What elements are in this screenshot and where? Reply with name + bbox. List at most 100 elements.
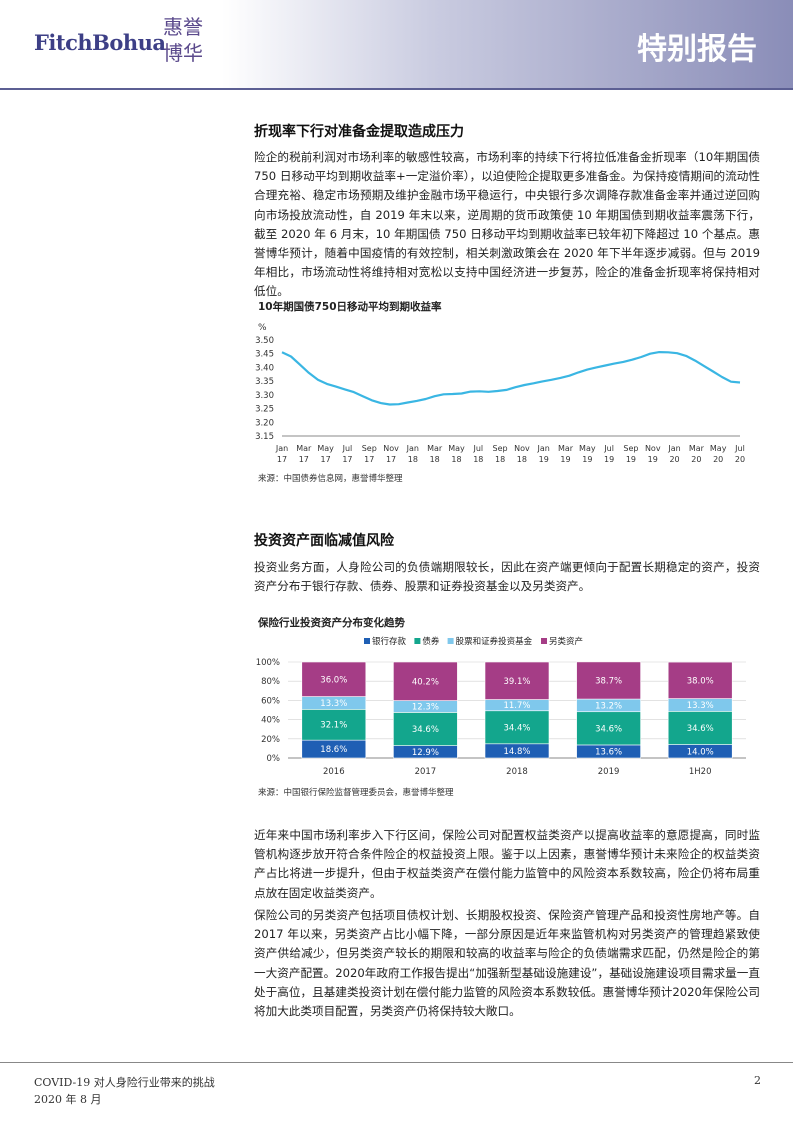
line-chart-x-tick-year: 18 [473,455,483,464]
bar-segment [301,661,367,697]
bar-data-label: 13.3% [320,699,347,709]
line-chart-x-tick-month: Jan [667,444,680,453]
line-chart-y-tick: 3.45 [255,350,274,360]
bar-data-label: 34.6% [412,725,439,735]
bar-data-label: 13.2% [595,701,622,711]
line-chart-x-tick-month: Mar [558,444,574,453]
bar-chart-y-tick: 0% [267,754,281,764]
line-chart-x-tick-year: 19 [560,455,570,464]
line-chart-x-tick-year: 18 [495,455,505,464]
line-chart-x-tick-year: 19 [648,455,658,464]
yield-line-chart: %3.503.453.403.353.303.253.203.15Jan17Ma… [255,323,745,464]
bar-legend-label: 另类资产 [549,636,583,647]
bar-segment [667,661,733,699]
line-chart-x-tick-year: 18 [451,455,461,464]
bar-segment [576,661,641,700]
line-chart-x-tick-year: 18 [517,455,527,464]
line-chart-y-tick: 3.40 [255,363,274,373]
bar-data-label: 38.0% [687,676,714,686]
line-chart-x-tick-month: May [448,444,465,453]
line-chart-x-tick-year: 20 [735,455,745,464]
bar-data-label: 14.8% [503,747,530,757]
bar-segment [301,709,367,741]
figure1-source: 来源：中国债券信息网，惠誉博华整理 [258,474,403,484]
bar-data-label: 18.6% [320,745,347,755]
header-divider [0,88,793,90]
bar-legend-label: 银行存款 [372,636,407,647]
line-chart-x-tick-year: 19 [582,455,592,464]
bar-legend-swatch [541,638,547,644]
line-chart-x-tick-month: Jan [406,444,419,453]
line-chart-series-line [281,350,741,406]
line-chart-x-tick-year: 17 [342,455,352,464]
line-chart-x-tick-month: Mar [296,444,312,453]
line-chart-x-tick-month: May [710,444,727,453]
line-chart-x-tick-month: Jul [734,444,745,453]
asset-allocation-bar-chart: 银行存款 债券 股票和证券投资基金 另类资产 100% 80% 60% 40% 20% 0% 18.… [256,636,746,777]
line-chart-x-tick-month: Sep [493,444,508,453]
bar-chart-y-tick: 40% [261,716,280,726]
line-chart-x-tick-year: 19 [626,455,636,464]
line-chart-x-tick-year: 19 [604,455,614,464]
line-chart-x-tick-month: Jan [537,444,550,453]
logo-cjk-mark: 惠誉博华 [163,15,203,65]
bar-chart-x-tick: 2017 [415,767,437,777]
figure1-caption: 10年期国债750日移动平均到期收益率 [258,301,442,313]
line-chart-x-tick-month: Jul [472,444,483,453]
line-chart-x-tick-month: Jul [342,444,353,453]
line-chart-x-tick-year: 17 [299,455,309,464]
line-chart-y-tick: 3.25 [255,405,274,415]
bar-data-label: 32.1% [320,721,347,731]
line-chart-x-tick-month: Nov [645,444,661,453]
bar-data-label: 12.9% [412,748,439,758]
bar-data-label: 14.0% [687,747,714,757]
logo-wordmark: FitchBohua [34,30,166,55]
report-type-title: 特别报告 [637,32,757,67]
line-chart-y-unit: % [258,323,267,333]
line-chart-x-tick-year: 17 [364,455,374,464]
page-header: FitchBohua 惠誉博华 特别报告 [0,0,793,88]
section-heading-discount-rate: 折现率下行对准备金提取造成压力 [254,124,464,140]
line-chart-x-tick-year: 17 [277,455,287,464]
bar-data-label: 34.6% [687,724,714,734]
line-chart-x-tick-month: Sep [362,444,377,453]
line-chart-x-tick-year: 20 [691,455,701,464]
bar-data-label: 34.6% [595,724,622,734]
line-chart-x-tick-month: Mar [689,444,705,453]
section-heading-investment: 投资资产面临减值风险 [254,533,394,549]
section-paragraph-discount-rate: 险企的税前利润对市场利率的敏感性较高，市场利率的持续下行将拉低准备金折现率（10… [254,150,760,299]
line-chart-x-tick-month: Nov [514,444,530,453]
footer-date: 2020 年 8 月 [34,1093,102,1106]
paragraph-alternative-assets: 保险公司的另类资产包括项目债权计划、长期股权投资、保险资产管理产品和投资性房地产… [254,908,760,1019]
line-chart-y-tick: 3.50 [255,336,274,346]
line-chart-x-tick-year: 19 [539,455,549,464]
line-chart-x-tick-year: 18 [408,455,418,464]
line-chart-x-tick-year: 17 [386,455,396,464]
bar-chart-y-tick: 80% [261,677,280,687]
line-chart-x-tick-month: Sep [623,444,638,453]
bar-data-label: 13.6% [595,747,622,757]
page-number: 2 [754,1074,761,1087]
line-chart-x-tick-month: Jan [275,444,288,453]
bar-data-label: 40.2% [412,677,439,687]
line-chart-y-tick: 3.20 [255,418,274,428]
line-chart-x-tick-month: Nov [383,444,399,453]
bar-segment [393,712,458,746]
bar-data-label: 11.7% [503,701,530,711]
line-chart-x-tick-month: May [317,444,334,453]
figure2-source: 来源：中国银行保险监督管理委员会，惠誉博华整理 [258,788,454,798]
footer-divider [0,1062,793,1063]
footer-doc-title: COVID-19 对人身险行业带来的挑战 [34,1076,215,1089]
bar-chart-x-tick: 2018 [506,767,528,777]
section-paragraph-investment: 投资业务方面，人身险公司的负债端期限较长，因此在资产端更倾向于配置长期稳定的资产… [254,560,760,594]
bar-chart-y-tick: 100% [256,658,280,668]
bar-chart-x-tick: 2016 [323,767,345,777]
bar-chart-x-tick: 1H20 [689,767,712,777]
line-chart-y-tick: 3.35 [255,377,274,387]
bar-segment [484,661,550,700]
bar-segment [484,710,550,745]
paragraph-equity-outlook: 近年来中国市场利率步入下行区间，保险公司对配置权益类资产以提高收益率的意愿提高，… [254,828,760,900]
bar-data-label: 34.4% [503,723,530,733]
line-chart-x-tick-month: Mar [427,444,443,453]
bar-data-label: 38.7% [595,676,622,686]
